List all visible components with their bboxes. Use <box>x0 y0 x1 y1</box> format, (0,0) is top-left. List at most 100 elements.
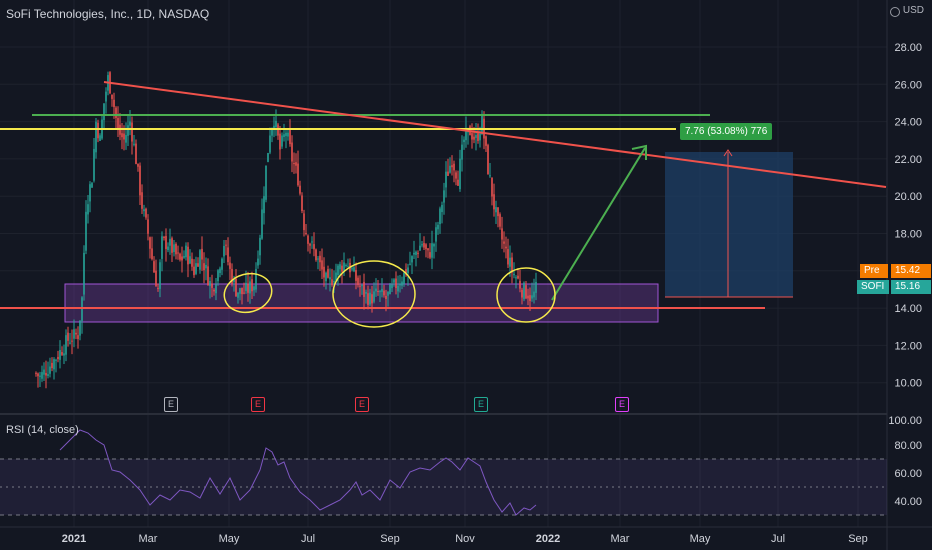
candle-body <box>73 329 75 339</box>
candle-body <box>519 280 521 289</box>
candle-body <box>275 120 277 128</box>
candle-body <box>241 287 243 295</box>
candle-body <box>353 267 355 272</box>
candle-body <box>447 171 449 176</box>
candle-body <box>199 250 201 270</box>
symbol-title[interactable]: SoFi Technologies, Inc., 1D, NASDAQ <box>6 7 210 21</box>
candle-body <box>337 265 339 276</box>
candle-body <box>317 258 319 260</box>
candle-body <box>295 162 297 166</box>
candles <box>35 71 537 389</box>
bottom-circle-1[interactable] <box>220 268 276 317</box>
last-price: 15.16 <box>891 280 931 294</box>
candle-body <box>415 251 417 255</box>
candle-body <box>273 125 275 129</box>
projection-arrow[interactable] <box>551 147 646 301</box>
earnings-marker[interactable]: E <box>355 397 369 412</box>
candle-body <box>319 255 321 263</box>
candle-body <box>441 204 443 213</box>
candle-body <box>451 165 453 168</box>
bottom-circle-3[interactable] <box>496 267 556 323</box>
candle-body <box>81 297 83 321</box>
target-box[interactable] <box>665 152 793 297</box>
earnings-marker[interactable]: E <box>615 397 629 412</box>
currency-label[interactable]: USD <box>902 5 924 16</box>
candle-body <box>143 209 145 212</box>
candle-body <box>281 135 283 147</box>
rsi-indicator-label[interactable]: RSI (14, close) <box>6 424 79 436</box>
price-tick-label: 22.00 <box>894 154 922 166</box>
candle-body <box>225 244 227 246</box>
candle-body <box>59 350 61 360</box>
rsi-tick-label: 100.00 <box>888 415 922 427</box>
candle-body <box>515 277 517 279</box>
candle-body <box>477 133 479 141</box>
candle-body <box>265 165 267 200</box>
candle-body <box>239 288 241 294</box>
candle-body <box>279 133 281 150</box>
price-tick-label: 24.00 <box>894 117 922 129</box>
candle-body <box>421 244 423 246</box>
candle-body <box>409 263 411 265</box>
rsi-axis[interactable]: 100.00 80.00 60.00 40.00 <box>888 415 922 508</box>
bottom-circle-2[interactable] <box>332 260 416 328</box>
candle-body <box>137 163 139 167</box>
time-tick-label: Jul <box>771 533 785 545</box>
candle-body <box>381 288 383 292</box>
candle-body <box>67 332 69 341</box>
earnings-marker[interactable]: E <box>251 397 265 412</box>
candle-body <box>161 236 163 259</box>
candle-body <box>371 294 373 304</box>
candle-body <box>401 281 403 286</box>
candle-body <box>529 295 531 301</box>
support-zone[interactable] <box>64 283 659 323</box>
candle-body <box>413 252 415 255</box>
candle-body <box>321 260 323 270</box>
candle-body <box>357 277 359 286</box>
time-tick-label: Nov <box>455 533 475 545</box>
candle-body <box>285 132 287 137</box>
candle-body <box>359 285 361 287</box>
price-axis[interactable]: 28.0026.0024.0022.0020.0018.0016.0014.00… <box>894 42 922 390</box>
candle-body <box>355 270 357 281</box>
candle-body <box>167 246 169 251</box>
candle-body <box>437 224 439 230</box>
candle-body <box>91 183 93 188</box>
candle-body <box>375 288 377 292</box>
earnings-marker[interactable]: E <box>474 397 488 412</box>
descending-trendline[interactable] <box>103 81 887 188</box>
candle-body <box>307 235 309 244</box>
candle-body <box>347 266 349 268</box>
candle-body <box>99 135 101 141</box>
candle-body <box>277 124 279 136</box>
time-axis[interactable]: 2021 Mar May Jul Sep Nov 2022 Mar May Jul Sep <box>62 533 868 545</box>
candle-body <box>269 135 271 153</box>
candle-body <box>203 263 205 271</box>
candle-body <box>523 282 525 300</box>
candle-body <box>135 143 137 164</box>
settings-gear-icon[interactable] <box>890 7 900 17</box>
candle-body <box>341 265 343 272</box>
candle-body <box>367 293 369 305</box>
candle-body <box>213 289 215 292</box>
candle-body <box>61 352 63 355</box>
candle-body <box>363 281 365 297</box>
candle-body <box>113 99 115 108</box>
candle-body <box>461 144 463 160</box>
candle-body <box>235 278 237 297</box>
candle-body <box>385 295 387 299</box>
candle-body <box>197 263 199 267</box>
rsi-tick-label: 40.00 <box>894 496 922 508</box>
earnings-marker[interactable]: E <box>164 397 178 412</box>
candle-body <box>169 238 171 246</box>
candle-body <box>513 273 515 276</box>
candle-body <box>175 243 177 255</box>
candle-body <box>491 177 493 197</box>
candle-body <box>459 158 461 190</box>
candle-body <box>475 135 477 138</box>
rsi-tick-label: 60.00 <box>894 468 922 480</box>
candle-body <box>71 340 73 342</box>
candle-body <box>301 195 303 211</box>
